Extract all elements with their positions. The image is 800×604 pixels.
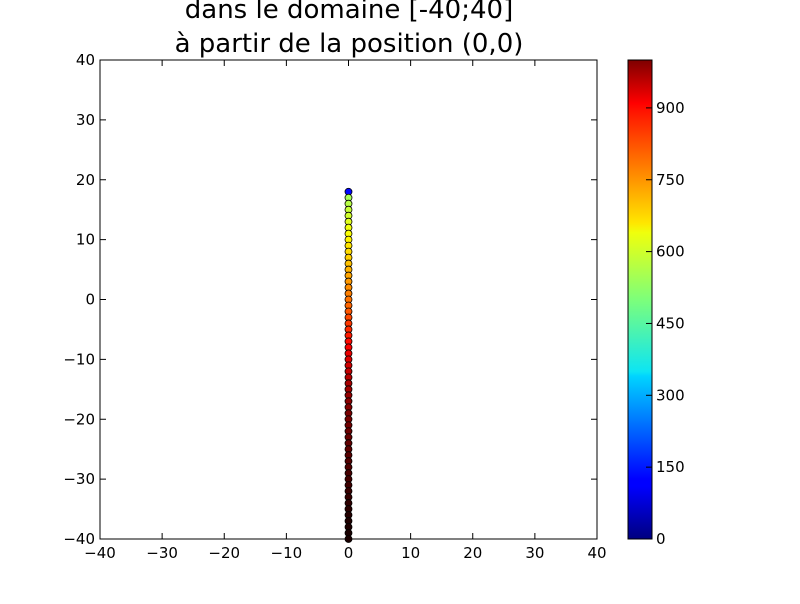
x-tick-label: 40 <box>587 544 606 562</box>
y-tick-label: 0 <box>85 291 95 309</box>
x-tick-label: 10 <box>401 544 420 562</box>
y-tick-label: −40 <box>63 530 95 548</box>
colorbar-tick-label: 900 <box>656 99 685 117</box>
y-tick-label: 30 <box>76 111 95 129</box>
y-axis: −40 −30 −20 −10 0 10 20 30 40 <box>63 51 597 548</box>
x-tick-label: −10 <box>271 544 303 562</box>
colorbar-tick-label: 300 <box>656 386 685 404</box>
x-tick-label: −20 <box>208 544 240 562</box>
x-tick-label: −30 <box>146 544 178 562</box>
colorbar: 0 150 300 450 600 750 900 <box>627 59 685 548</box>
x-tick-label: −40 <box>84 544 116 562</box>
scatter-point <box>344 535 353 543</box>
colorbar-tick-label: 450 <box>656 314 685 332</box>
x-tick-label: 20 <box>463 544 482 562</box>
y-tick-label: −10 <box>63 350 95 368</box>
chart-title-line-2: à partir de la position (0,0) <box>175 29 524 59</box>
scatter-series <box>344 187 353 543</box>
y-tick-label: 40 <box>76 51 95 69</box>
y-tick-label: −20 <box>63 410 95 428</box>
colorbar-tick-label: 150 <box>656 458 685 476</box>
x-tick-label: 30 <box>525 544 544 562</box>
chart-title-line-1: dans le domaine [-40;40] <box>185 0 513 25</box>
colorbar-tick-label: 600 <box>656 243 685 261</box>
y-tick-label: 20 <box>76 171 95 189</box>
colorbar-gradient <box>627 59 653 540</box>
y-tick-label: 10 <box>76 231 95 249</box>
colorbar-tick-label: 750 <box>656 171 685 189</box>
colorbar-tick-label: 0 <box>656 530 666 548</box>
y-tick-label: −30 <box>63 470 95 488</box>
x-tick-label: 0 <box>344 544 354 562</box>
x-axis: −40 −30 −20 −10 0 10 20 30 40 <box>84 60 607 562</box>
